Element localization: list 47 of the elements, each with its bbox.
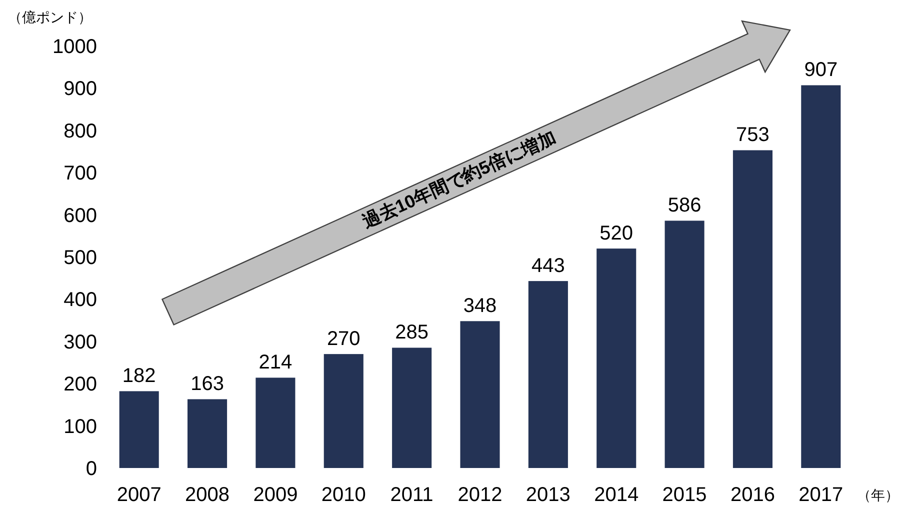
bar xyxy=(392,348,432,468)
data-label: 907 xyxy=(804,59,838,82)
y-axis-title: （億ポンド） xyxy=(8,9,92,25)
x-tick-label: 2015 xyxy=(662,484,707,506)
bar xyxy=(528,281,568,468)
bar xyxy=(324,354,364,468)
bar xyxy=(460,321,500,468)
bar xyxy=(801,85,841,468)
bar xyxy=(119,391,159,468)
data-label: 182 xyxy=(122,365,156,388)
bar xyxy=(664,220,704,468)
x-tick-label: 2008 xyxy=(185,484,230,506)
x-tick-label: 2010 xyxy=(321,484,366,506)
y-tick-label: 400 xyxy=(64,289,97,312)
data-label: 285 xyxy=(395,322,429,344)
bar xyxy=(596,248,636,468)
data-label: 443 xyxy=(531,255,565,278)
x-tick-label: 2009 xyxy=(253,484,298,506)
x-tick-label: 2011 xyxy=(390,484,434,506)
data-label: 520 xyxy=(600,222,634,245)
y-tick-label: 700 xyxy=(64,162,97,185)
x-tick-label: 2012 xyxy=(458,484,502,506)
x-tick-label: 2014 xyxy=(594,484,639,506)
bar xyxy=(256,378,296,468)
y-tick-label: 800 xyxy=(64,120,97,142)
x-axis-title: （年） xyxy=(857,487,899,503)
y-tick-label: 600 xyxy=(64,204,97,227)
y-tick-label: 200 xyxy=(64,374,97,396)
y-tick-label: 100 xyxy=(64,416,97,438)
x-tick-label: 2016 xyxy=(730,484,775,506)
x-tick-label: 2017 xyxy=(798,484,844,506)
x-tick-label: 2007 xyxy=(116,484,162,506)
y-tick-label: 900 xyxy=(64,78,97,100)
annotation: 過去10年間で約5倍に増加 xyxy=(358,126,559,232)
bar xyxy=(732,150,772,468)
y-tick-label: 1000 xyxy=(52,36,97,58)
data-label: 753 xyxy=(736,124,770,146)
data-label: 270 xyxy=(326,328,360,350)
data-label: 348 xyxy=(463,295,497,318)
x-tick-label: 2013 xyxy=(526,484,570,506)
y-tick-label: 0 xyxy=(86,458,97,480)
data-label: 586 xyxy=(668,194,702,217)
data-label: 214 xyxy=(258,352,292,374)
data-label: 163 xyxy=(190,373,224,396)
bar xyxy=(188,399,228,468)
y-tick-label: 500 xyxy=(64,247,97,269)
y-tick-label: 300 xyxy=(64,331,97,354)
